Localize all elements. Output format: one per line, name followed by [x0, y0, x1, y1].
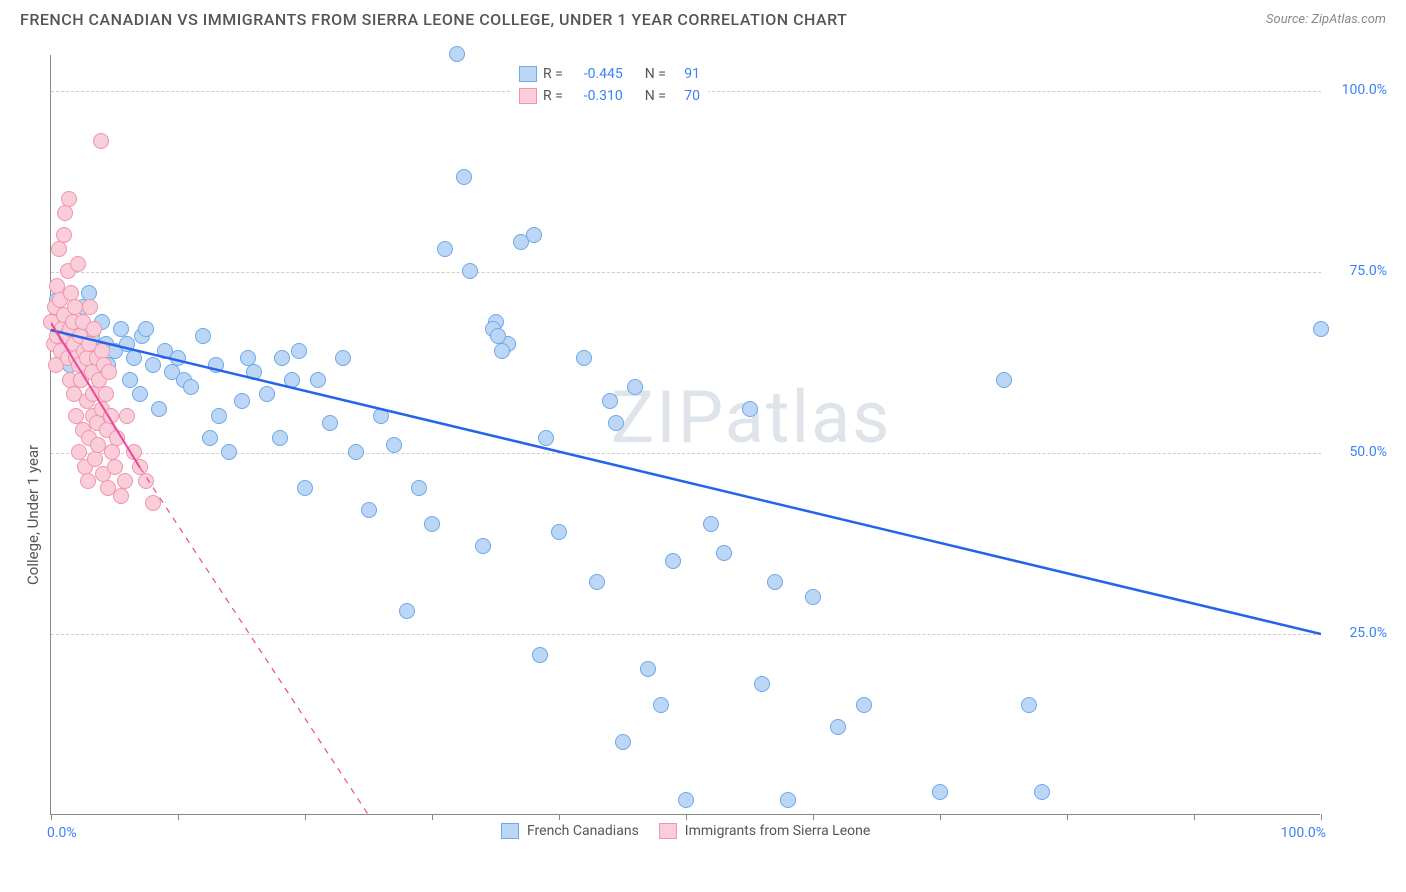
legend-row: R = -0.445 N = 91 — [519, 63, 700, 85]
legend-swatch — [519, 66, 537, 82]
r-label: R = — [543, 88, 563, 104]
chart-area: College, Under 1 year ZIPatlas 25.0%50.0… — [50, 55, 1380, 835]
r-value: -0.310 — [569, 88, 623, 104]
legend-item: French Canadians — [501, 823, 639, 839]
x-tick-label: 0.0% — [47, 825, 77, 841]
source-label: Source: ZipAtlas.com — [1266, 12, 1386, 27]
legend-swatch — [519, 88, 537, 104]
x-tick-label: 100.0% — [1271, 825, 1326, 841]
chart-title: FRENCH CANADIAN VS IMMIGRANTS FROM SIERR… — [20, 10, 847, 29]
trend-line — [51, 55, 1321, 815]
y-tick-label: 100.0% — [1327, 82, 1387, 98]
n-value: 70 — [672, 88, 700, 104]
r-label: R = — [543, 66, 563, 82]
plot-area: ZIPatlas 25.0%50.0%75.0%100.0%0.0%100.0%… — [50, 55, 1320, 815]
y-tick-label: 75.0% — [1327, 263, 1387, 279]
y-tick-label: 25.0% — [1327, 625, 1387, 641]
y-axis-label: College, Under 1 year — [24, 445, 42, 585]
correlation-legend: R = -0.445 N = 91 R = -0.310 N = 70 — [511, 59, 708, 111]
legend-label: French Canadians — [527, 823, 639, 839]
n-label: N = — [645, 88, 666, 104]
n-label: N = — [645, 66, 666, 82]
legend-swatch — [501, 823, 519, 839]
legend-swatch — [659, 823, 677, 839]
legend-item: Immigrants from Sierra Leone — [659, 823, 870, 839]
x-tick — [1321, 814, 1322, 820]
r-value: -0.445 — [569, 66, 623, 82]
legend-row: R = -0.310 N = 70 — [519, 85, 700, 107]
legend-label: Immigrants from Sierra Leone — [685, 823, 870, 839]
series-legend: French Canadians Immigrants from Sierra L… — [501, 823, 870, 839]
y-tick-label: 50.0% — [1327, 444, 1387, 460]
n-value: 91 — [672, 66, 700, 82]
